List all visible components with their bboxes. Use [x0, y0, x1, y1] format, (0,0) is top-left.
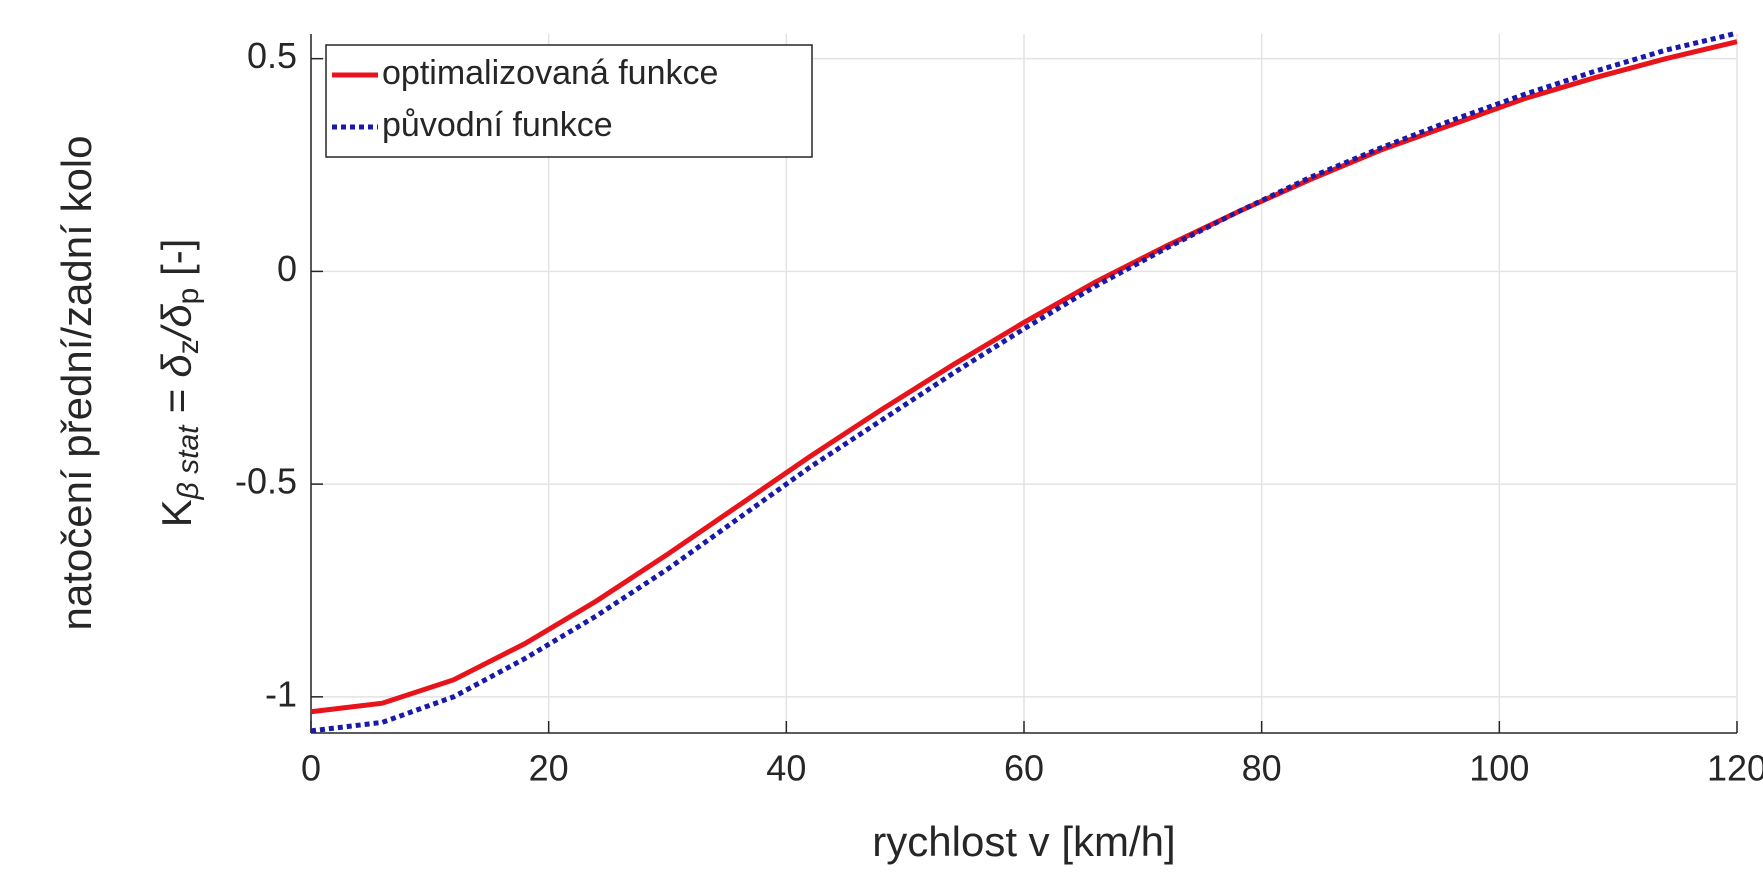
- legend-label: optimalizovaná funkce: [382, 54, 718, 92]
- legend-label: původní funkce: [382, 106, 613, 144]
- y-tick-label: -0.5: [235, 461, 297, 502]
- series-line: [310, 30, 1738, 734]
- y-axis-label-part: z: [172, 339, 205, 354]
- y-tick-label: -1: [265, 673, 297, 714]
- x-tick-label: 40: [766, 748, 806, 789]
- x-tick-label: 80: [1242, 748, 1282, 789]
- y-axis-label-part: [-]: [153, 239, 200, 288]
- y-axis-label-part: p: [172, 288, 205, 305]
- x-tick-label: 100: [1469, 748, 1529, 789]
- y-axis-label-part: = δ: [153, 354, 200, 426]
- x-tick-label: 60: [1004, 748, 1044, 789]
- y-axis-label: natočení přední/zadní kolo: [53, 135, 100, 630]
- y-tick-label: 0: [277, 248, 297, 289]
- series-line: [310, 39, 1738, 715]
- y-axis-label-part: β stat: [172, 424, 205, 500]
- y-tick-label: 0.5: [247, 35, 297, 76]
- y-axis-label-part: K: [153, 499, 200, 527]
- y-axis-label-formula: Kβ stat = δz/δp [-]: [153, 239, 205, 528]
- x-tick-label: 0: [301, 748, 321, 789]
- legend-box: [325, 44, 813, 158]
- y-axis-label-part: /δ: [153, 304, 200, 343]
- x-tick-label: 120: [1707, 748, 1763, 789]
- x-axis-label: rychlost v [km/h]: [872, 818, 1175, 865]
- x-tick-label: 20: [529, 748, 569, 789]
